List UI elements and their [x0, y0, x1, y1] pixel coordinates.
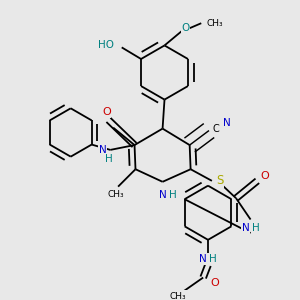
- Text: CH₃: CH₃: [206, 19, 223, 28]
- Text: S: S: [216, 174, 223, 187]
- Text: H: H: [169, 190, 177, 200]
- Text: O: O: [261, 171, 269, 181]
- Text: O: O: [182, 23, 190, 33]
- Text: CH₃: CH₃: [108, 190, 124, 199]
- Text: C: C: [213, 124, 220, 134]
- Text: H: H: [209, 254, 217, 264]
- Text: HO: HO: [98, 40, 114, 50]
- Text: O: O: [210, 278, 219, 288]
- Text: N: N: [242, 223, 250, 233]
- Text: N: N: [199, 254, 207, 264]
- Text: H: H: [253, 223, 260, 233]
- Text: CH₃: CH₃: [170, 292, 186, 300]
- Text: H: H: [104, 154, 112, 164]
- Text: N: N: [99, 145, 106, 155]
- Text: N: N: [224, 118, 231, 128]
- Text: N: N: [159, 190, 167, 200]
- Text: O: O: [102, 107, 111, 117]
